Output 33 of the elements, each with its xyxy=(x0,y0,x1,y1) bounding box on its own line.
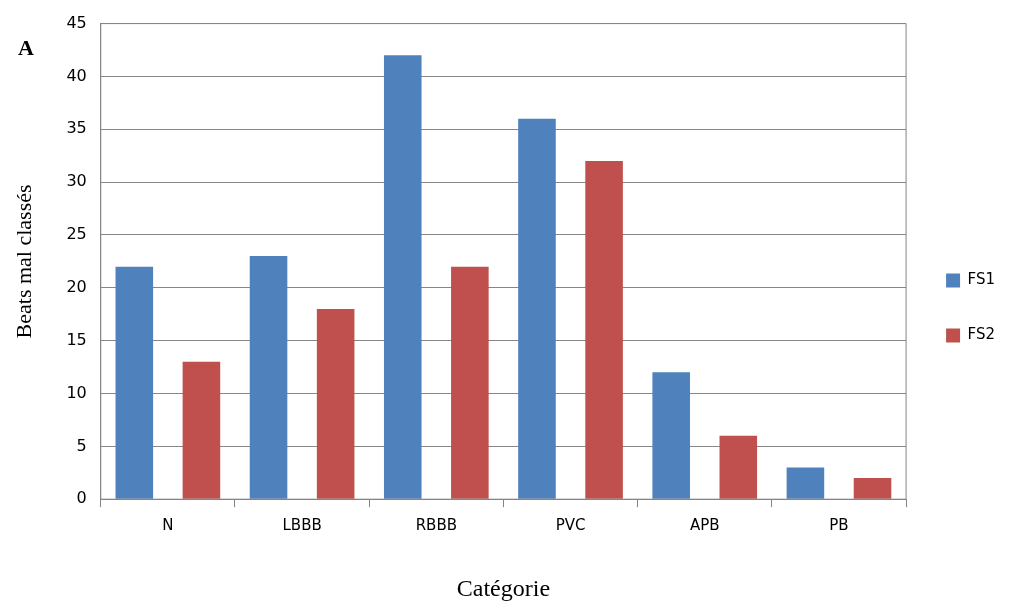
y-tick-label: 15 xyxy=(66,329,87,349)
y-tick-label: 35 xyxy=(66,118,87,138)
bar xyxy=(853,478,892,499)
legend-label: FS1 xyxy=(967,270,996,289)
y-tick-label: 0 xyxy=(76,488,87,508)
bar xyxy=(316,308,355,499)
y-tick-label: 40 xyxy=(66,65,87,85)
x-axis-title: Catégorie xyxy=(456,574,551,601)
x-tick-label: APB xyxy=(689,516,720,535)
bar xyxy=(719,435,758,499)
x-tick-label: RBBB xyxy=(415,516,457,535)
bar xyxy=(786,467,825,499)
bar xyxy=(383,55,422,499)
bar xyxy=(451,266,489,499)
bar xyxy=(518,118,556,499)
x-tick-label: PVC xyxy=(555,516,586,535)
y-tick-label: 20 xyxy=(66,276,87,296)
bar xyxy=(585,161,623,499)
x-tick-label: LBBB xyxy=(282,516,322,535)
bar xyxy=(182,361,221,499)
y-tick-label: 45 xyxy=(66,12,87,32)
x-tick-label: N xyxy=(162,516,174,535)
bar xyxy=(652,372,690,499)
y-tick-label: 30 xyxy=(66,171,87,191)
text: A xyxy=(18,34,34,60)
y-tick-label: 10 xyxy=(66,382,87,402)
y-axis-title: Beats mal classés xyxy=(10,184,36,339)
x-tick-label: PB xyxy=(829,516,849,535)
bar xyxy=(249,256,288,499)
legend-label: FS2 xyxy=(967,325,996,344)
y-tick-label: 5 xyxy=(76,435,87,455)
y-tick-label: 25 xyxy=(66,224,87,244)
bar xyxy=(115,266,154,499)
